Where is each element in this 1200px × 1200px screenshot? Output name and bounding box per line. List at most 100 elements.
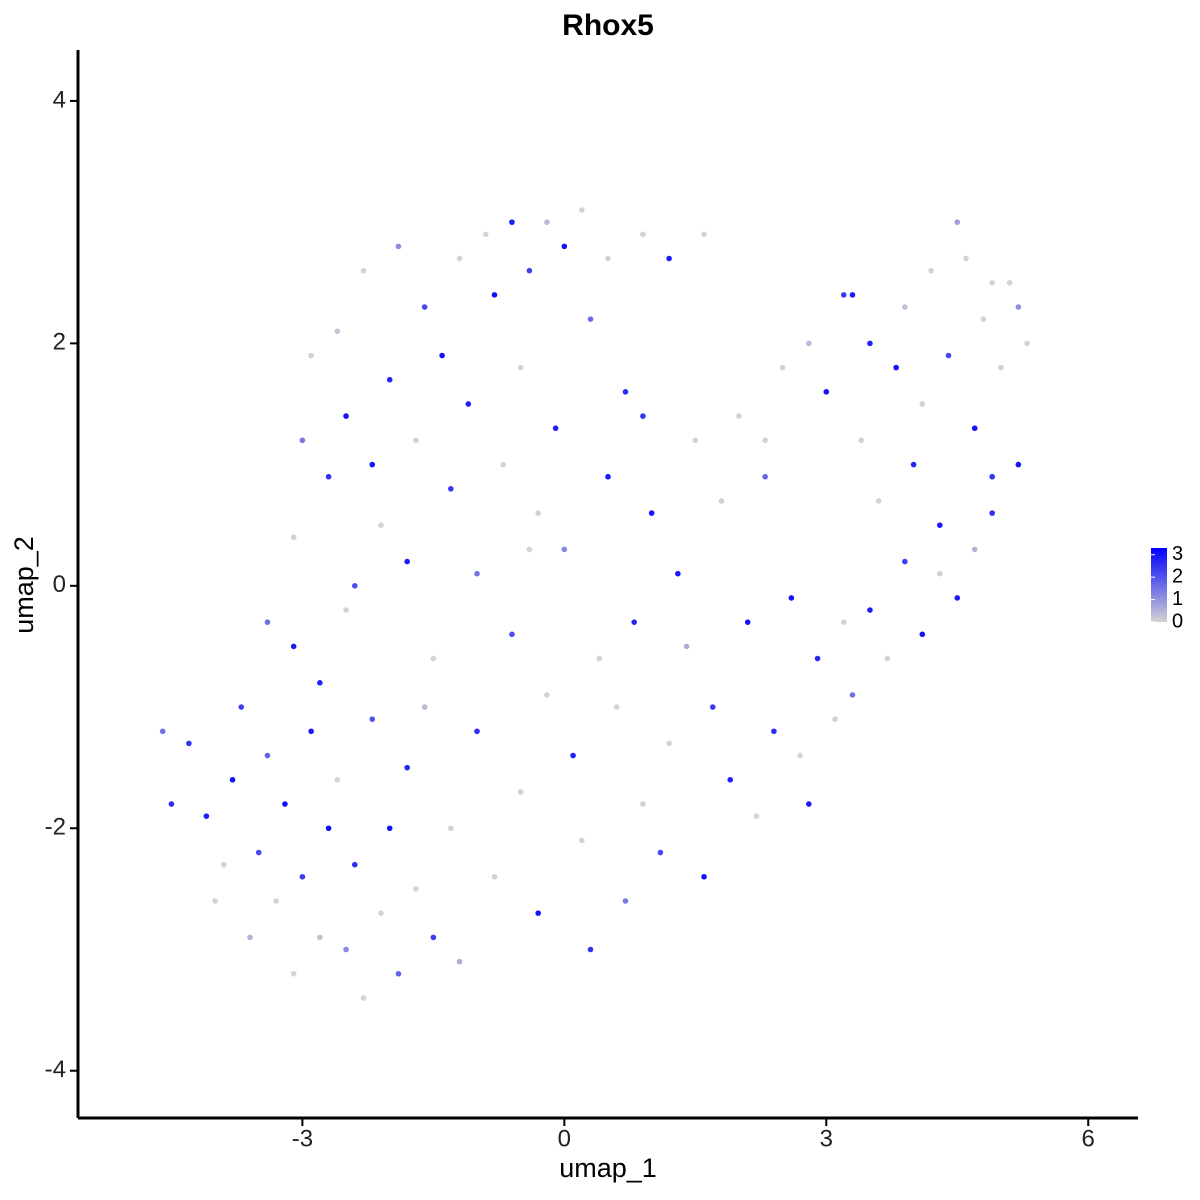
point xyxy=(587,316,594,322)
point xyxy=(203,813,210,819)
y-tick-label: 0 xyxy=(53,571,66,598)
point xyxy=(727,776,734,783)
point xyxy=(404,764,410,771)
point xyxy=(290,534,297,541)
point xyxy=(221,861,227,868)
point xyxy=(474,728,480,735)
point xyxy=(290,643,297,650)
colorbar-tick-label: 3 xyxy=(1172,543,1183,565)
colorbar-tick-label: 2 xyxy=(1172,565,1183,587)
point xyxy=(229,776,236,783)
point xyxy=(902,304,908,310)
x-tick-label: 3 xyxy=(820,1125,833,1152)
chart-title: Rhox5 xyxy=(562,9,654,42)
point xyxy=(858,437,865,444)
point xyxy=(386,825,393,832)
point xyxy=(360,267,367,274)
point xyxy=(840,292,847,298)
x-tick-label: 6 xyxy=(1082,1125,1095,1152)
point xyxy=(989,510,995,516)
point xyxy=(902,558,908,565)
point xyxy=(1015,461,1022,468)
point xyxy=(500,461,507,468)
point xyxy=(788,595,795,601)
point xyxy=(448,825,454,832)
colorbar-tick-label: 0 xyxy=(1172,610,1183,632)
point xyxy=(465,401,472,407)
point xyxy=(317,679,323,686)
colorbar-tick-label: 1 xyxy=(1172,588,1183,610)
point xyxy=(718,498,725,504)
point xyxy=(849,692,856,698)
point xyxy=(1015,304,1022,310)
point xyxy=(378,910,384,916)
point xyxy=(875,498,882,504)
point xyxy=(579,837,585,844)
point xyxy=(334,776,341,783)
point xyxy=(779,364,786,371)
point xyxy=(648,510,655,516)
point xyxy=(744,619,751,625)
point xyxy=(317,934,323,941)
point xyxy=(675,570,681,577)
point xyxy=(945,352,952,359)
point xyxy=(299,873,306,880)
point xyxy=(544,219,550,225)
point xyxy=(526,546,533,553)
point xyxy=(806,801,812,807)
point xyxy=(998,364,1004,371)
point xyxy=(299,437,306,444)
point xyxy=(893,364,899,371)
point xyxy=(823,389,830,395)
point xyxy=(570,752,576,759)
x-tick-label: 0 xyxy=(558,1125,571,1152)
point xyxy=(238,704,245,710)
point xyxy=(736,413,742,419)
point xyxy=(325,825,332,832)
y-tick-label: 4 xyxy=(53,86,66,113)
point xyxy=(936,570,943,577)
point xyxy=(430,934,437,941)
point xyxy=(308,728,314,735)
point xyxy=(186,740,192,747)
point xyxy=(212,898,218,904)
point xyxy=(456,255,463,262)
point xyxy=(343,413,349,419)
point xyxy=(928,267,934,274)
point xyxy=(936,522,943,529)
point xyxy=(814,655,821,662)
point xyxy=(369,716,376,722)
point xyxy=(264,619,271,625)
point xyxy=(544,692,550,698)
point xyxy=(395,970,402,977)
point xyxy=(282,801,288,807)
point xyxy=(561,546,568,553)
point xyxy=(849,292,856,298)
point xyxy=(989,473,995,480)
point xyxy=(884,655,891,662)
point xyxy=(474,570,480,577)
point xyxy=(631,619,637,625)
point xyxy=(526,267,533,274)
point xyxy=(325,473,332,480)
point xyxy=(413,886,419,892)
point xyxy=(797,752,803,759)
point xyxy=(954,595,961,601)
point xyxy=(561,243,568,250)
x-tick-label: -3 xyxy=(292,1125,313,1152)
point xyxy=(989,279,995,286)
point xyxy=(596,655,603,662)
point xyxy=(771,728,777,735)
x-axis-label: umap_1 xyxy=(559,1153,657,1183)
point xyxy=(404,558,410,565)
point xyxy=(351,583,358,589)
point xyxy=(421,304,428,310)
point xyxy=(910,461,917,468)
point xyxy=(491,292,498,298)
point xyxy=(762,437,768,444)
y-axis-label: umap_2 xyxy=(9,536,39,634)
point xyxy=(378,522,384,529)
point xyxy=(971,425,978,432)
point xyxy=(622,898,629,904)
